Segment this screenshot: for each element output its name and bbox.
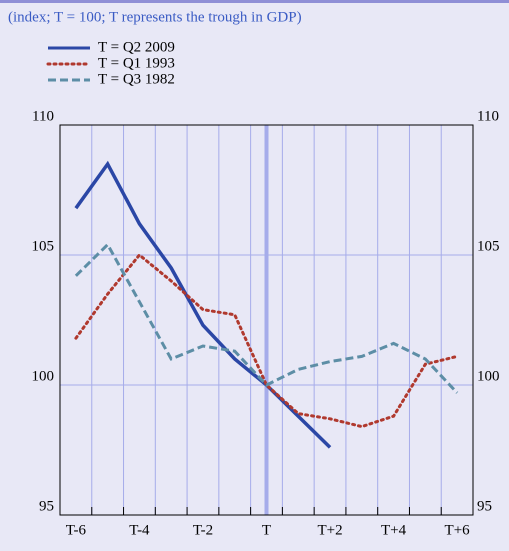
y-tick-label: 95: [39, 498, 54, 514]
legend-label: T = Q3 1982: [98, 71, 175, 87]
series-line: [74, 242, 459, 394]
top-rule: [0, 0, 509, 3]
x-tick-label: T-4: [129, 522, 150, 538]
x-tick-label: T+2: [317, 522, 342, 538]
legend-label: T = Q2 2009: [98, 39, 175, 55]
series-line: [74, 160, 332, 449]
x-tick-label: T-6: [66, 522, 87, 538]
x-tick-label: T+4: [381, 522, 407, 538]
y2-tick-label: 100: [477, 368, 500, 384]
y2-tick-label: 95: [477, 498, 492, 514]
y2-tick-label: 110: [477, 108, 499, 124]
y2-tick-label: 105: [477, 238, 500, 254]
x-tick-label: T-2: [193, 522, 213, 538]
y-tick-label: 100: [32, 368, 55, 384]
x-tick-label: T+6: [445, 522, 471, 538]
chart-subtitle: (index; T = 100; T represents the trough…: [8, 9, 302, 25]
legend-label: T = Q1 1993: [98, 55, 175, 71]
x-tick-label: T: [262, 522, 271, 538]
plot-frame: [59, 124, 474, 516]
series-line: [74, 252, 459, 429]
y-tick-label: 110: [32, 108, 54, 124]
y-tick-label: 105: [32, 238, 55, 254]
